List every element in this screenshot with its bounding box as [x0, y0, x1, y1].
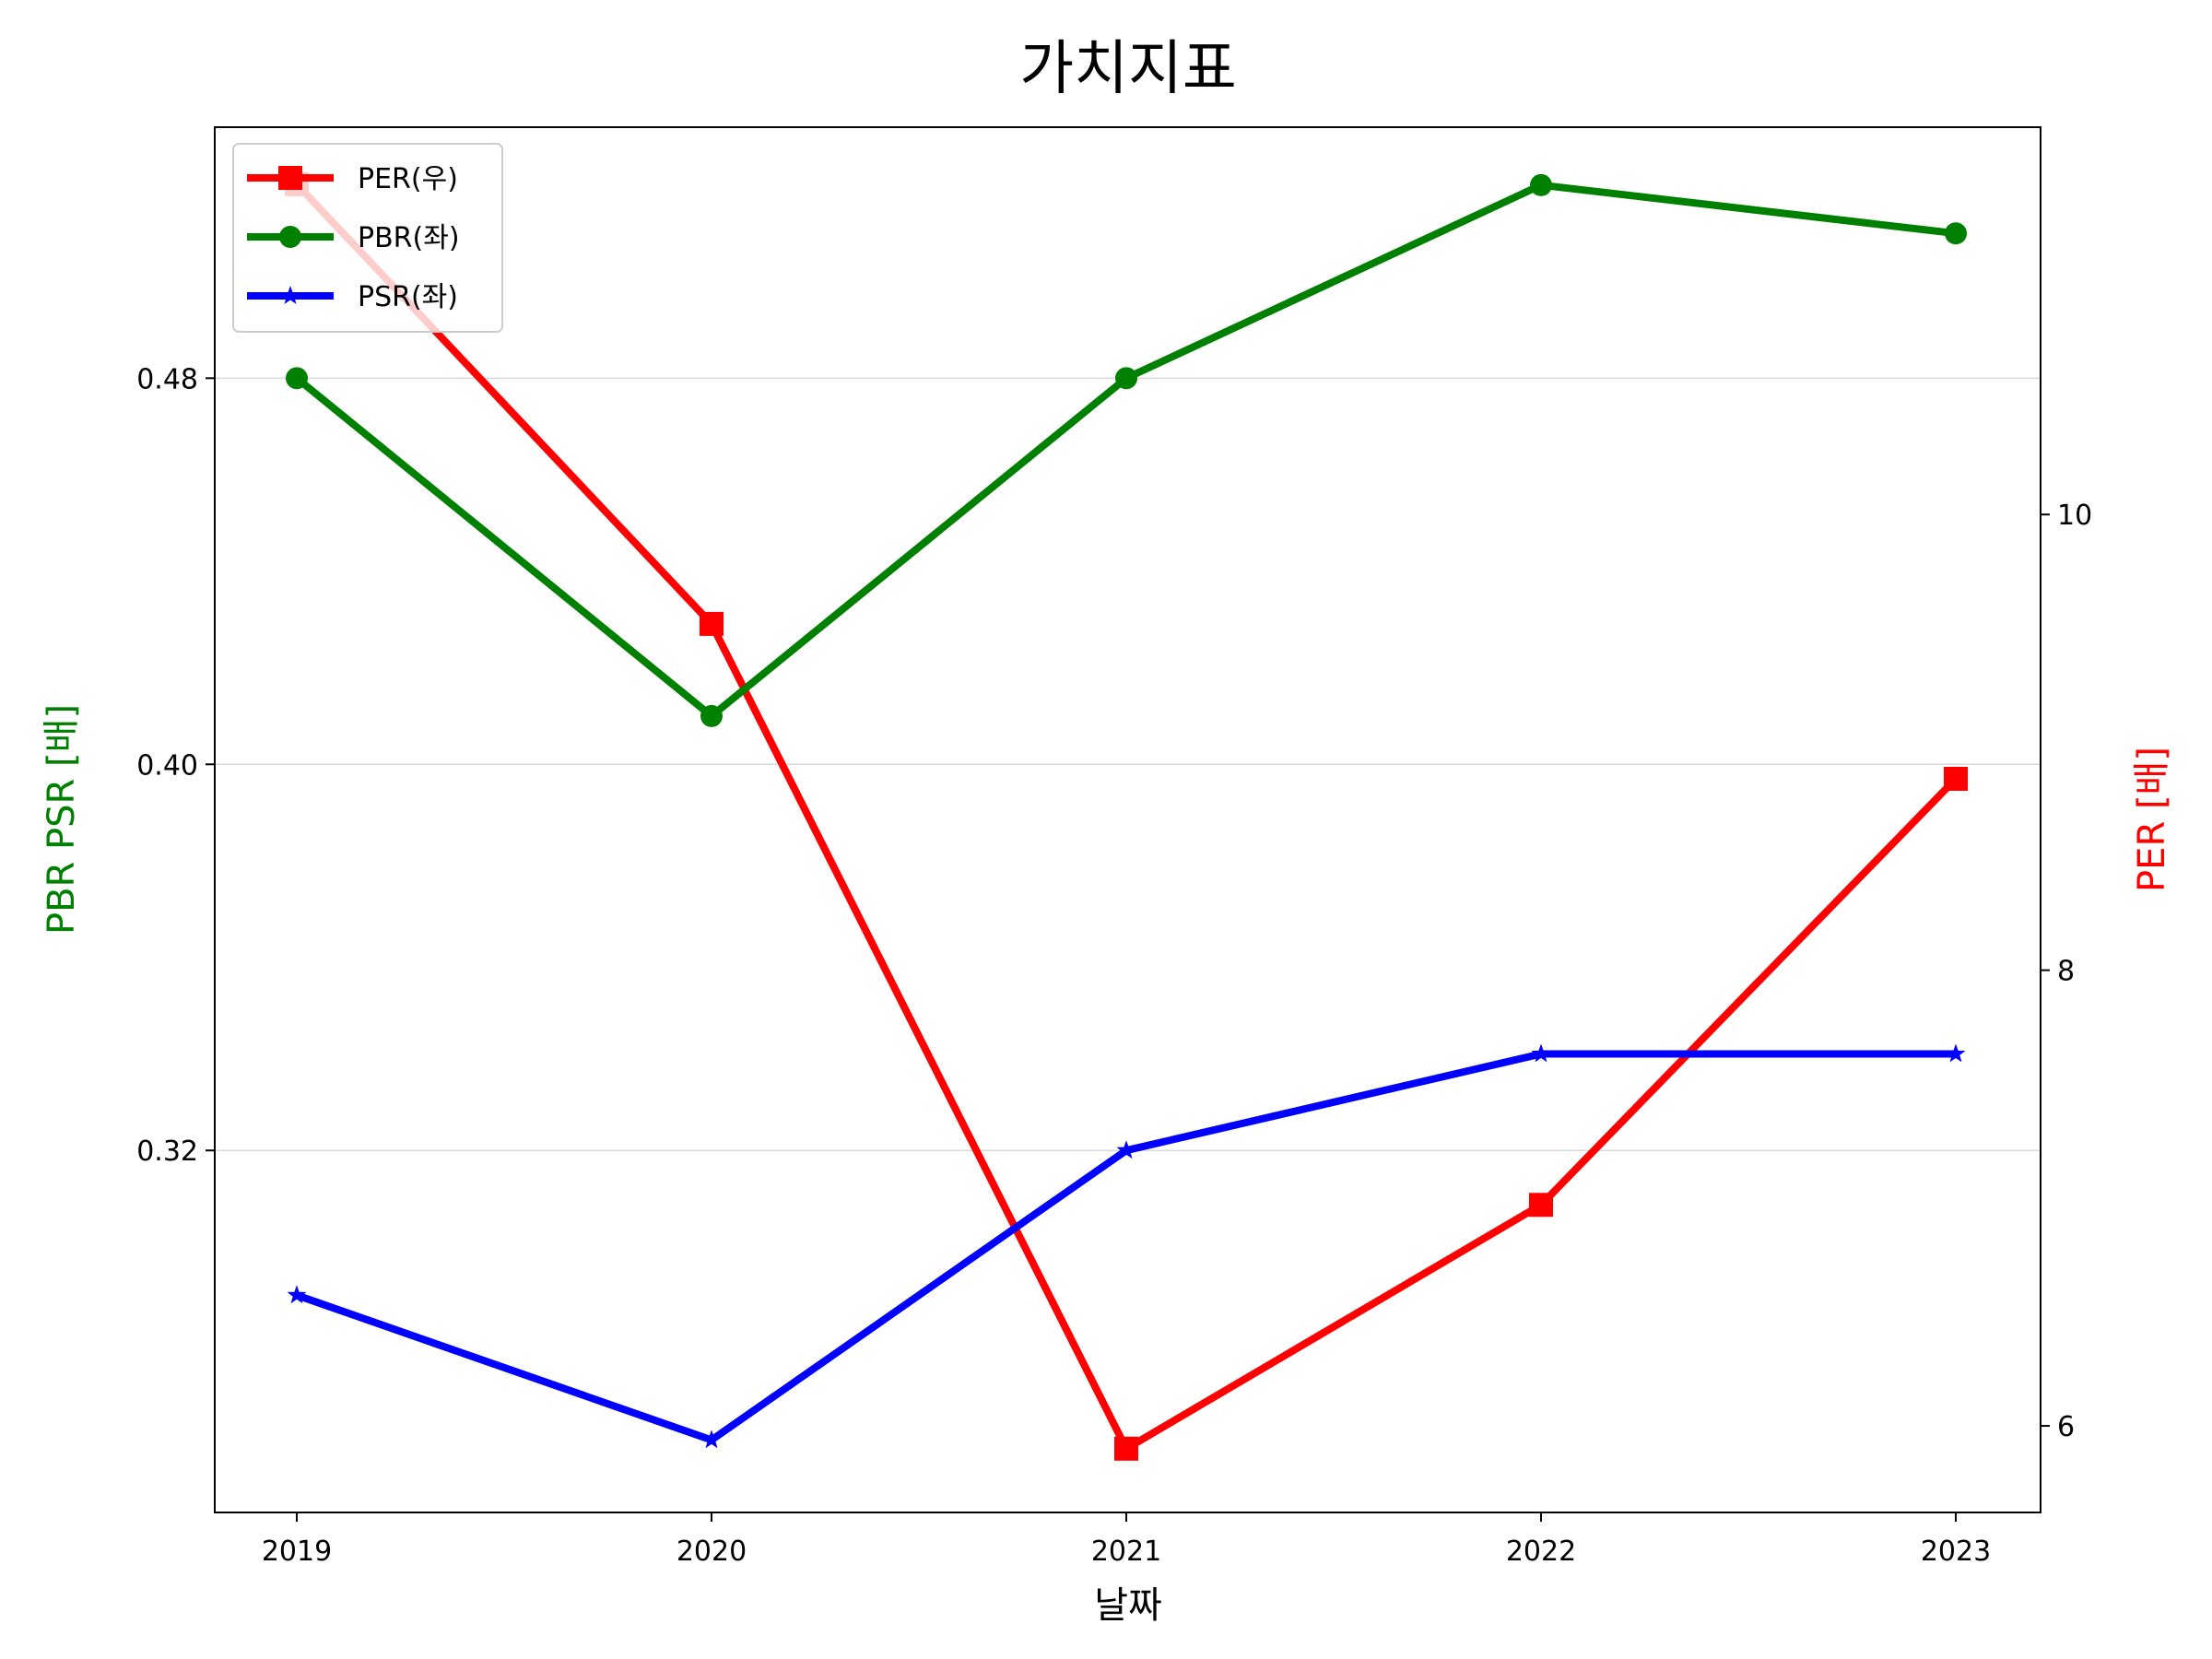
- legend-frame: [232, 143, 503, 333]
- psr-point: [1531, 1043, 1551, 1063]
- x-tick-label: 2021: [1091, 1535, 1161, 1568]
- pbr-point: [1115, 367, 1137, 390]
- legend-psr-marker: [280, 286, 300, 304]
- right-y-tick-label: 10: [2057, 500, 2092, 532]
- legend-pbr-marker: [279, 226, 301, 248]
- chart-title: 가치지표: [1019, 35, 1237, 103]
- left-y-axis-label: PBR PSR [배]: [41, 704, 83, 935]
- pbr-point: [1530, 173, 1552, 196]
- legend: PER(우) PBR(좌) PSR(좌): [232, 143, 503, 333]
- x-axis-label: 날짜: [1094, 1584, 1162, 1627]
- right-y-axis-label: PER [배]: [2131, 747, 2173, 892]
- psr-point: [701, 1430, 722, 1449]
- plot-area-frame: [214, 126, 2041, 1513]
- per-point: [700, 611, 724, 636]
- per-point: [1944, 767, 1968, 792]
- psr-point: [287, 1285, 307, 1304]
- right-y-tick-label: 6: [2057, 1411, 2075, 1443]
- psr-point: [1946, 1043, 1966, 1063]
- psr-series-line: [295, 1050, 1956, 1444]
- x-tick-label: 2023: [1921, 1535, 1991, 1568]
- right-y-axis: 6 8 10: [2041, 500, 2092, 1443]
- x-tick-label: 2019: [262, 1535, 332, 1568]
- per-point: [1529, 1193, 1553, 1218]
- gridlines: [215, 377, 2041, 1151]
- per-point: [1114, 1436, 1138, 1461]
- pbr-point: [1945, 222, 1967, 245]
- x-tick-label: 2022: [1506, 1535, 1576, 1568]
- left-y-tick-label: 0.48: [136, 363, 198, 395]
- legend-psr-label: PSR(좌): [358, 281, 458, 313]
- right-y-tick-label: 8: [2057, 956, 2075, 988]
- series-group: [285, 171, 1968, 1461]
- x-tick-label: 2020: [677, 1535, 747, 1568]
- x-axis: 2019 2020 2021 2022 2023: [262, 1512, 1991, 1568]
- left-y-tick-label: 0.40: [136, 749, 198, 782]
- pbr-point: [700, 704, 723, 727]
- pbr-point: [286, 367, 308, 390]
- left-y-tick-label: 0.32: [136, 1135, 198, 1168]
- legend-per-marker: [278, 166, 302, 190]
- legend-pbr-label: PBR(좌): [358, 222, 460, 254]
- legend-per-label: PER(우): [358, 163, 458, 195]
- psr-point: [1116, 1140, 1136, 1159]
- left-y-axis: 0.32 0.40 0.48: [136, 363, 215, 1168]
